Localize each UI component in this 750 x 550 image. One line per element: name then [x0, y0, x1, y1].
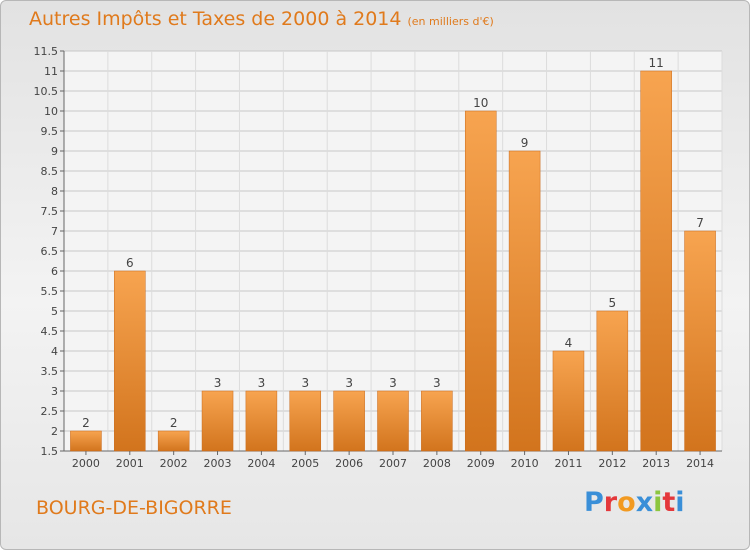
- bar-2014: [684, 230, 716, 452]
- bar-2010: [508, 150, 541, 452]
- bar-2008: [421, 390, 453, 452]
- bar-2007: [377, 390, 409, 452]
- x-tick-label: 2011: [554, 457, 582, 470]
- chart-title-unit: (en milliers d'€): [407, 15, 494, 28]
- y-tick-label: 2: [51, 425, 58, 438]
- y-tick-label: 2.5: [41, 405, 59, 418]
- chart-title-main: Autres Impôts et Taxes de 2000 à 2014: [29, 8, 402, 30]
- data-label: 3: [389, 376, 397, 390]
- y-tick-label: 1.5: [41, 445, 59, 458]
- data-label: 3: [345, 376, 353, 390]
- bar-2012: [596, 310, 629, 452]
- proxiti-logo: Proxiti: [584, 487, 685, 518]
- y-tick-label: 11: [44, 65, 58, 78]
- x-tick-label: 2000: [72, 457, 100, 470]
- y-tick-label: 6: [51, 265, 58, 278]
- y-tick-label: 8: [51, 185, 58, 198]
- logo-letter: x: [635, 487, 654, 518]
- x-tick-label: 2010: [511, 457, 539, 470]
- data-label: 10: [473, 96, 488, 110]
- x-tick-label: 2006: [335, 457, 363, 470]
- bar-2009: [464, 110, 497, 452]
- y-tick-label: 11.5: [34, 45, 59, 58]
- location-label: BOURG-DE-BIGORRE: [36, 497, 232, 519]
- data-label: 7: [696, 216, 704, 230]
- logo-letter: r: [603, 487, 618, 518]
- y-tick-label: 7.5: [41, 205, 59, 218]
- y-tick-label: 7: [51, 225, 58, 238]
- data-label: 5: [609, 296, 617, 310]
- chart-title: Autres Impôts et Taxes de 2000 à 2014 (en…: [29, 8, 494, 30]
- x-tick-label: 2013: [642, 457, 670, 470]
- y-tick-label: 4: [51, 345, 58, 358]
- bar-2000: [70, 430, 102, 452]
- bar-2011: [552, 350, 585, 452]
- y-tick-label: 6.5: [41, 245, 59, 258]
- logo-letter: i: [653, 487, 663, 518]
- logo-letter: t: [662, 487, 676, 518]
- bar-2002: [157, 430, 190, 452]
- x-tick-label: 2008: [423, 457, 451, 470]
- data-label: 2: [82, 416, 90, 430]
- y-tick-label: 4.5: [41, 325, 59, 338]
- y-tick-label: 10.5: [34, 85, 59, 98]
- logo-letter: i: [675, 487, 685, 518]
- y-tick-label: 5.5: [41, 285, 59, 298]
- data-label: 3: [214, 376, 222, 390]
- y-tick-label: 3: [51, 385, 58, 398]
- bar-2004: [245, 390, 278, 452]
- data-label: 9: [521, 136, 529, 150]
- x-tick-label: 2009: [467, 457, 495, 470]
- bar-2013: [640, 70, 672, 452]
- y-tick-label: 9.5: [41, 125, 59, 138]
- bar-2003: [201, 390, 234, 452]
- y-tick-label: 10: [44, 105, 58, 118]
- x-tick-label: 2001: [116, 457, 144, 470]
- data-label: 2: [170, 416, 178, 430]
- data-label: 3: [433, 376, 441, 390]
- y-tick-label: 9: [51, 145, 58, 158]
- bar-2005: [289, 390, 322, 452]
- logo-letter: o: [617, 487, 636, 518]
- logo-letter: P: [584, 487, 604, 518]
- x-tick-label: 2007: [379, 457, 407, 470]
- x-tick-label: 2012: [598, 457, 626, 470]
- data-label: 4: [565, 336, 573, 350]
- data-label: 3: [258, 376, 266, 390]
- y-tick-label: 3.5: [41, 365, 59, 378]
- x-tick-label: 2002: [160, 457, 188, 470]
- data-label: 3: [301, 376, 309, 390]
- bar-2006: [333, 390, 365, 452]
- data-label: 6: [126, 256, 134, 270]
- y-tick-label: 5: [51, 305, 58, 318]
- data-label: 11: [649, 56, 664, 70]
- y-tick-label: 8.5: [41, 165, 59, 178]
- x-tick-label: 2005: [291, 457, 319, 470]
- x-tick-label: 2014: [686, 457, 714, 470]
- x-tick-label: 2003: [204, 457, 232, 470]
- bar-2001: [114, 270, 146, 452]
- x-tick-label: 2004: [247, 457, 275, 470]
